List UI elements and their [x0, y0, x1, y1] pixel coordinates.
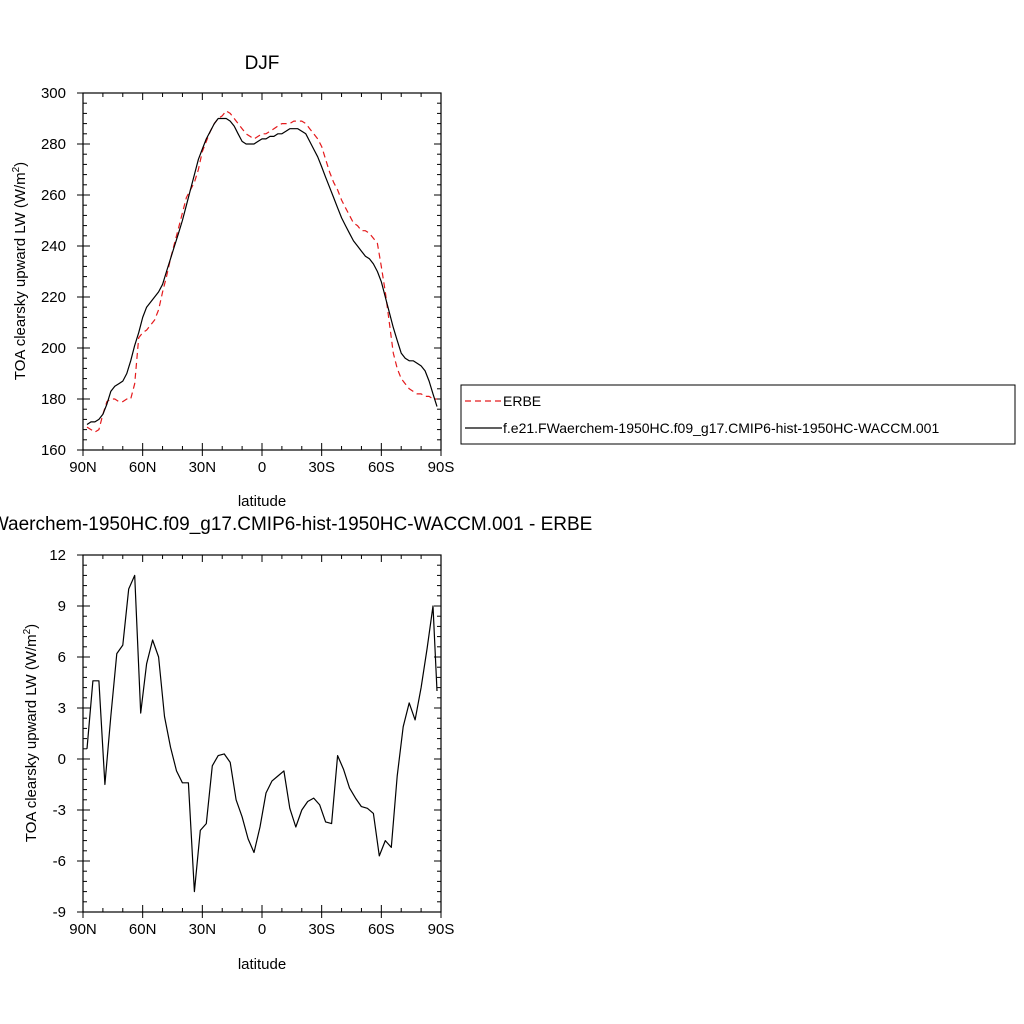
bottom-series-line-0: [86, 574, 438, 893]
bottom-y-axis-label-main: TOA clearsky upward LW (W/m: [23, 634, 40, 842]
bottom-y-tick-label: 0: [58, 751, 66, 768]
top-y-axis-label: TOA clearsky upward LW (W/m2): [11, 162, 29, 380]
bottom-y-tick-label: 3: [58, 700, 66, 717]
top-y-axis-label-main: TOA clearsky upward LW (W/m: [12, 172, 29, 380]
top-x-tick-label: 90S: [428, 459, 455, 476]
top-series-line-1: [86, 117, 438, 426]
bottom-x-tick-label: 60S: [368, 921, 395, 938]
bottom-y-axis-label-sup: 2: [22, 628, 33, 634]
bottom-x-tick-label: 90S: [428, 921, 455, 938]
bottom-ticks: 90N 60N 30N 0 30S 60S 90S -9 -6 -3 0 3 6 9 12: [49, 547, 454, 938]
bottom-x-tick-label: 30S: [308, 921, 335, 938]
top-x-tick-label: 60N: [129, 459, 157, 476]
top-y-tick-label: 280: [41, 136, 66, 153]
legend-label-model: f.e21.FWaerchem-1950HC.f09_g17.CMIP6-his…: [503, 420, 939, 436]
top-y-tick-label: 260: [41, 187, 66, 204]
bottom-panel: f.e21.FWaerchem-1950HC.f09_g17.CMIP6-his…: [0, 514, 592, 973]
bottom-x-tick-label: 30N: [189, 921, 217, 938]
top-y-tick-label: 240: [41, 238, 66, 255]
bottom-x-tick-label: 90N: [69, 921, 97, 938]
top-y-tick-label: 220: [41, 289, 66, 306]
top-x-tick-label: 30N: [189, 459, 217, 476]
top-y-tick-label: 300: [41, 85, 66, 102]
top-x-tick-label: 60S: [368, 459, 395, 476]
bottom-y-axis-label-close: ): [23, 624, 40, 629]
bottom-y-tick-label: -3: [53, 802, 66, 819]
bottom-y-axis-label: TOA clearsky upward LW (W/m2): [22, 624, 40, 842]
top-y-axis-label-close: ): [12, 162, 29, 167]
bottom-x-tick-label: 0: [258, 921, 266, 938]
bottom-y-tick-label: -9: [53, 904, 66, 921]
bottom-plot-frame: [82, 554, 442, 913]
bottom-y-tick-label: 12: [49, 547, 66, 564]
top-plot-frame: [82, 92, 442, 451]
top-series-lines: [86, 110, 438, 433]
legend-label-erbe: ERBE: [503, 393, 541, 409]
top-x-tick-label: 90N: [69, 459, 97, 476]
top-y-tick-label: 180: [41, 391, 66, 408]
top-series-line-0: [86, 110, 437, 433]
bottom-y-tick-label: 9: [58, 598, 66, 615]
top-x-tick-label: 30S: [308, 459, 335, 476]
bottom-x-axis-label: latitude: [238, 956, 286, 973]
top-chart-title: DJF: [245, 53, 280, 74]
bottom-series-lines: [86, 574, 438, 893]
bottom-x-tick-label: 60N: [129, 921, 157, 938]
top-y-axis-label-sup: 2: [11, 166, 22, 172]
top-y-tick-label: 160: [41, 442, 66, 459]
top-panel: DJF 90N 60N 30N 0 30S 60S 90S 160 180 200 220 240 26…: [11, 53, 454, 510]
top-y-tick-label: 200: [41, 340, 66, 357]
top-x-axis-label: latitude: [238, 493, 286, 510]
top-x-tick-label: 0: [258, 459, 266, 476]
bottom-chart-title: f.e21.FWaerchem-1950HC.f09_g17.CMIP6-his…: [0, 514, 592, 535]
legend-box: [460, 384, 1016, 445]
bottom-y-tick-label: 6: [58, 649, 66, 666]
legend: ERBE f.e21.FWaerchem-1950HC.f09_g17.CMIP…: [460, 384, 1016, 445]
top-ticks: 90N 60N 30N 0 30S 60S 90S 160 180 200 220 240 260 280…: [41, 85, 454, 476]
bottom-y-tick-label: -6: [53, 853, 66, 870]
